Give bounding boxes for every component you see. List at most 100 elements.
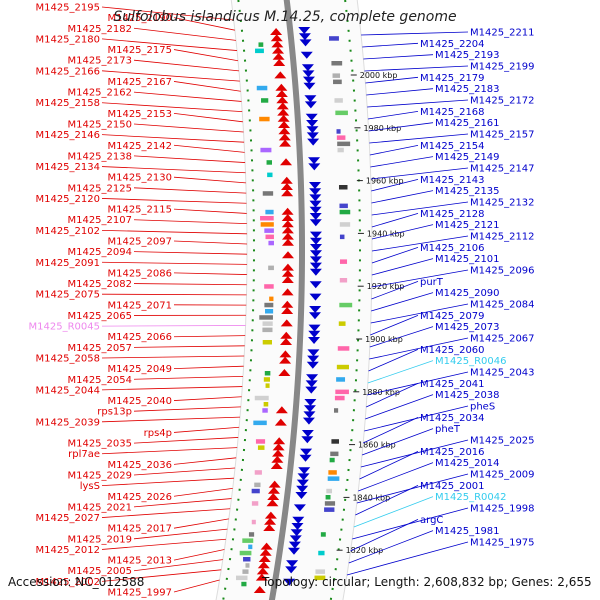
reverse-gene-arrow xyxy=(304,399,317,406)
reverse-gene-arrow xyxy=(308,157,321,165)
reverse-gene-arrow xyxy=(300,448,313,456)
forward-gene-arrow xyxy=(280,338,293,345)
forward-gene-arrow xyxy=(279,356,292,364)
cog-tile xyxy=(339,203,348,209)
cog-tile xyxy=(337,147,344,153)
cog-tile xyxy=(332,73,341,78)
left-gene-label: M1425_2130 xyxy=(107,173,172,184)
left-gene-label: M1425_2102 xyxy=(35,226,100,237)
reverse-gene-arrow xyxy=(286,560,299,568)
cog-tile xyxy=(241,581,247,587)
cog-tile xyxy=(337,346,350,351)
forward-gene-arrow xyxy=(253,586,266,593)
reverse-gene-arrow xyxy=(299,39,312,47)
cog-tile xyxy=(265,234,274,240)
right-gene-label: M1425_2132 xyxy=(470,198,535,209)
left-gene-label: M1425_2027 xyxy=(35,513,100,524)
cog-tile xyxy=(264,371,271,376)
cog-tile xyxy=(264,228,274,233)
right-label-leader xyxy=(362,42,419,48)
reverse-gene-arrow xyxy=(301,436,314,444)
forward-gene-arrow xyxy=(257,561,270,569)
left-label-leader xyxy=(173,396,242,401)
reverse-gene-arrow xyxy=(307,349,320,357)
cog-tile xyxy=(263,377,270,382)
right-gene-label: M1425_2001 xyxy=(420,481,485,492)
left-label-leader xyxy=(101,229,247,235)
cog-tile xyxy=(251,519,256,525)
left-label-leader xyxy=(101,38,238,51)
left-gene-label: M1425_2044 xyxy=(35,385,100,396)
right-label-leader xyxy=(371,269,469,288)
forward-gene-arrow xyxy=(275,90,288,97)
forward-gene-arrow xyxy=(266,499,279,507)
cog-tile xyxy=(339,302,353,308)
left-label-leader xyxy=(101,6,234,21)
cog-tile xyxy=(334,408,339,413)
right-label-leader xyxy=(352,507,469,540)
right-label-leader xyxy=(363,416,419,444)
cog-tile xyxy=(242,538,254,543)
reverse-gene-arrow xyxy=(303,411,316,419)
cog-tile xyxy=(245,563,250,568)
cog-tile xyxy=(338,321,346,326)
cog-tile xyxy=(260,222,274,227)
reverse-gene-arrow xyxy=(309,237,322,245)
cog-tile xyxy=(325,495,331,500)
right-gene-label: M1425_2014 xyxy=(435,458,500,469)
cog-tile xyxy=(339,234,345,240)
left-gene-label: M1425_2167 xyxy=(107,77,172,88)
forward-gene-arrow xyxy=(280,331,293,339)
right-label-leader xyxy=(366,88,434,96)
reverse-gene-arrow xyxy=(306,374,319,382)
left-gene-label: M1425_2142 xyxy=(107,141,172,152)
right-label-leader xyxy=(371,190,434,204)
tick-label: 1980 kbp xyxy=(363,124,401,133)
left-label-leader xyxy=(173,208,247,214)
right-label-leader xyxy=(371,280,419,300)
left-label-leader xyxy=(173,144,245,153)
tick-label: 1960 kbp xyxy=(366,177,404,186)
genome-summary-text: Topology: circular; Length: 2,608,832 bp… xyxy=(262,575,592,589)
right-label-leader xyxy=(370,167,469,180)
reverse-gene-arrow xyxy=(301,430,314,437)
forward-gene-arrow xyxy=(276,96,289,104)
reverse-gene-arrow xyxy=(305,380,318,388)
cog-tile xyxy=(260,147,272,153)
cog-tile xyxy=(260,216,274,221)
reverse-gene-arrow xyxy=(305,386,318,394)
cog-tile xyxy=(254,395,269,401)
reverse-gene-arrow xyxy=(296,485,309,493)
cog-tile xyxy=(328,470,337,475)
forward-gene-arrow xyxy=(256,567,269,575)
left-label-leader xyxy=(101,102,243,113)
left-label-leader xyxy=(101,293,247,296)
forward-gene-arrow xyxy=(268,480,281,488)
forward-gene-arrow xyxy=(263,524,276,531)
gene-labels: M1425_2195 M1425_2190M1425_2182M1425_2180… xyxy=(29,3,535,599)
right-label-leader xyxy=(368,122,434,132)
backbone-line xyxy=(268,0,306,600)
forward-gene-arrow xyxy=(278,127,291,135)
cog-tile xyxy=(257,445,265,450)
right-gene-label: purT xyxy=(420,277,444,288)
right-label-leader xyxy=(370,156,434,168)
reverse-gene-arrow xyxy=(302,70,315,78)
right-gene-label: M1425_2172 xyxy=(470,96,535,107)
forward-gene-arrow xyxy=(281,238,294,246)
right-label-leader xyxy=(371,235,469,252)
cog-tile xyxy=(339,222,351,227)
forward-gene-arrow xyxy=(277,114,290,122)
cog-tile xyxy=(315,569,326,574)
right-label-leader xyxy=(371,292,434,312)
right-label-leader xyxy=(369,144,419,156)
right-gene-label: M1425_1981 xyxy=(435,526,500,537)
forward-gene-arrow xyxy=(281,276,294,283)
left-gene-label: M1425_2012 xyxy=(35,545,100,556)
cog-tile xyxy=(268,240,274,246)
cog-tile xyxy=(248,544,253,550)
right-label-leader xyxy=(356,473,469,504)
right-label-leader xyxy=(367,360,434,384)
left-label-leader xyxy=(133,91,242,102)
reverse-gene-arrow xyxy=(309,244,322,251)
